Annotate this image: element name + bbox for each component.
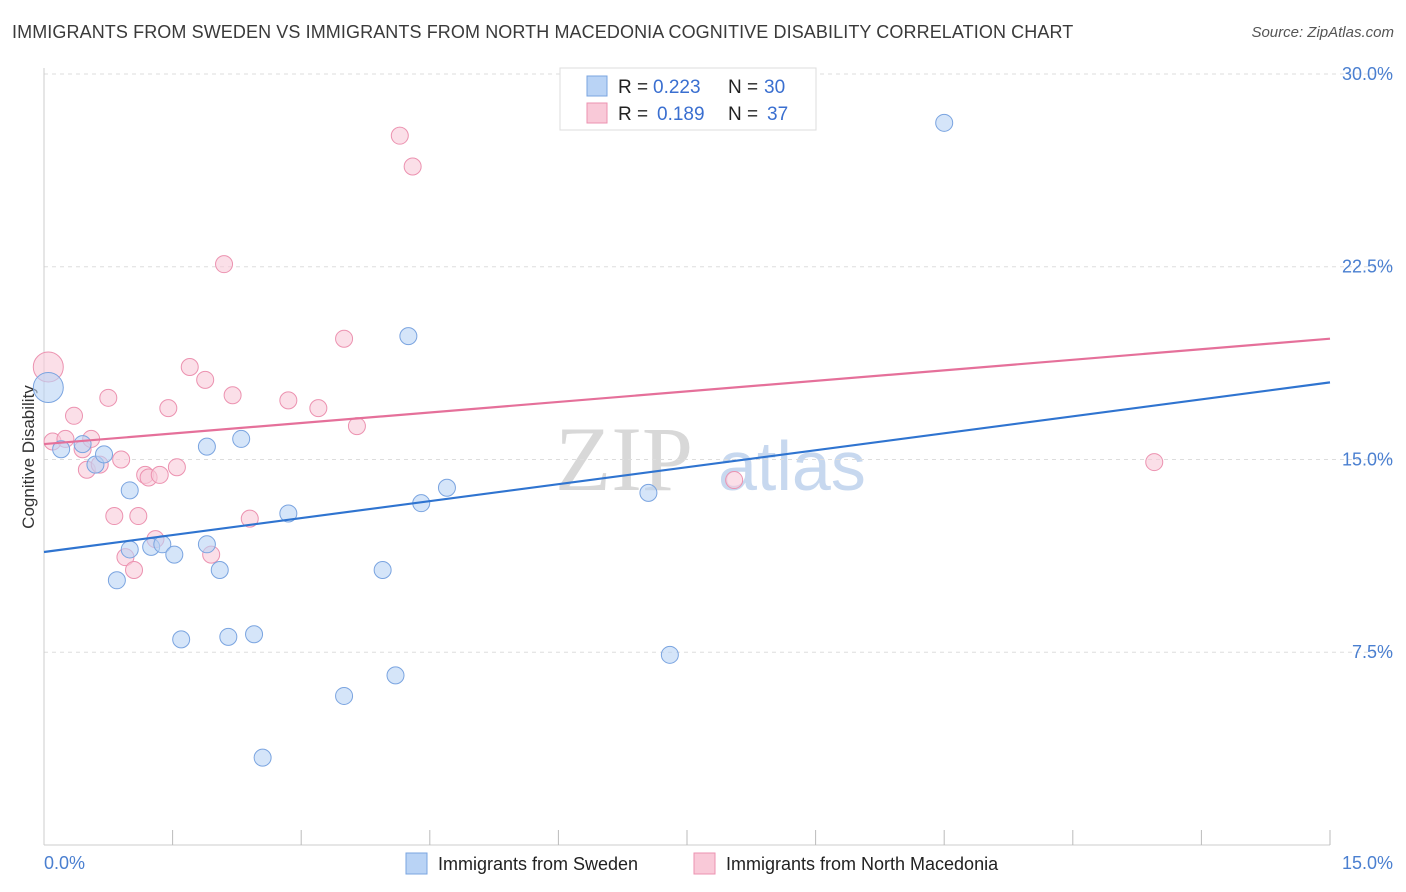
point-sweden [245, 625, 264, 644]
legend-swatch-macedonia [586, 102, 608, 124]
point-sweden [386, 666, 405, 685]
point-sweden [107, 571, 126, 590]
point-macedonia [390, 126, 409, 145]
chart-title: IMMIGRANTS FROM SWEDEN VS IMMIGRANTS FRO… [12, 22, 1074, 42]
point-macedonia [167, 458, 186, 477]
y-axis-title: Cognitive Disability [19, 385, 38, 529]
legend-swatch-sweden [586, 75, 608, 97]
point-sweden [279, 504, 298, 523]
point-sweden [639, 483, 658, 502]
series-sweden-points [32, 113, 954, 767]
point-macedonia [99, 388, 118, 407]
trendline-sweden [43, 381, 1331, 554]
point-sweden [399, 327, 418, 346]
legend-r-value-sweden: 0.223 [653, 77, 701, 98]
point-sweden [253, 748, 272, 767]
legend-box: R = 0.223 N = 30 R = 0.189 N = 37 [559, 67, 817, 131]
point-macedonia [347, 417, 366, 436]
point-sweden [32, 372, 64, 404]
point-sweden [335, 686, 354, 705]
point-macedonia [105, 507, 124, 526]
point-macedonia [159, 399, 178, 418]
point-macedonia [65, 406, 84, 425]
point-sweden [219, 627, 238, 646]
point-macedonia [1145, 453, 1164, 472]
point-macedonia [180, 357, 199, 376]
point-macedonia [129, 507, 148, 526]
point-sweden [197, 535, 216, 554]
y-tick-label: 22.5% [1342, 257, 1393, 277]
point-macedonia [725, 471, 744, 490]
point-sweden [165, 545, 184, 564]
watermark-atlas: atlas [718, 427, 866, 505]
point-macedonia [150, 465, 169, 484]
point-macedonia [196, 370, 215, 389]
y-tick-label: 15.0% [1342, 449, 1393, 469]
point-sweden [935, 113, 954, 132]
point-macedonia [279, 391, 298, 410]
point-sweden [52, 440, 71, 459]
x-tick-label-min: 0.0% [44, 853, 85, 873]
legend-n-value-sweden: 30 [764, 77, 785, 98]
point-macedonia [112, 450, 131, 469]
point-sweden [120, 481, 139, 500]
point-sweden [210, 561, 229, 580]
legend-r-label-macedonia: R = [618, 104, 648, 125]
series-macedonia-points [32, 126, 1164, 580]
point-sweden [120, 540, 139, 559]
point-macedonia [125, 561, 144, 580]
legend-r-value-macedonia: 0.189 [657, 104, 705, 125]
y-tick-label: 7.5% [1352, 642, 1393, 662]
bottom-legend-label-macedonia: Immigrants from North Macedonia [726, 854, 999, 874]
legend-n-label-sweden: N = [728, 77, 758, 98]
x-axis-ticks [172, 830, 1331, 845]
bottom-legend: Immigrants from Sweden Immigrants from N… [405, 852, 999, 875]
point-macedonia [309, 399, 328, 418]
trendlines [43, 337, 1331, 554]
source-credit: Source: ZipAtlas.com [1251, 24, 1394, 41]
legend-r-label-sweden: R = [618, 77, 648, 98]
point-macedonia [240, 509, 259, 528]
point-sweden [660, 645, 679, 664]
point-macedonia [403, 157, 422, 176]
point-sweden [373, 561, 392, 580]
bottom-legend-swatch-macedonia [693, 852, 716, 875]
point-macedonia [223, 386, 242, 405]
legend-n-value-macedonia: 37 [767, 104, 788, 125]
x-tick-label-max: 15.0% [1342, 853, 1393, 873]
legend-n-label-macedonia: N = [728, 104, 758, 125]
point-sweden [232, 429, 251, 448]
point-sweden [73, 435, 92, 454]
point-macedonia [335, 329, 354, 348]
point-sweden [197, 437, 216, 456]
point-sweden [95, 445, 114, 464]
point-sweden [172, 630, 191, 649]
gridlines [44, 73, 1393, 653]
trendline-macedonia [43, 337, 1331, 446]
bottom-legend-swatch-sweden [405, 852, 428, 875]
bottom-legend-label-sweden: Immigrants from Sweden [438, 854, 638, 874]
y-axis-tick-labels: 7.5% 15.0% 22.5% 30.0% [1342, 64, 1393, 662]
point-sweden [437, 478, 456, 497]
y-tick-label: 30.0% [1342, 64, 1393, 84]
point-macedonia [215, 255, 234, 274]
